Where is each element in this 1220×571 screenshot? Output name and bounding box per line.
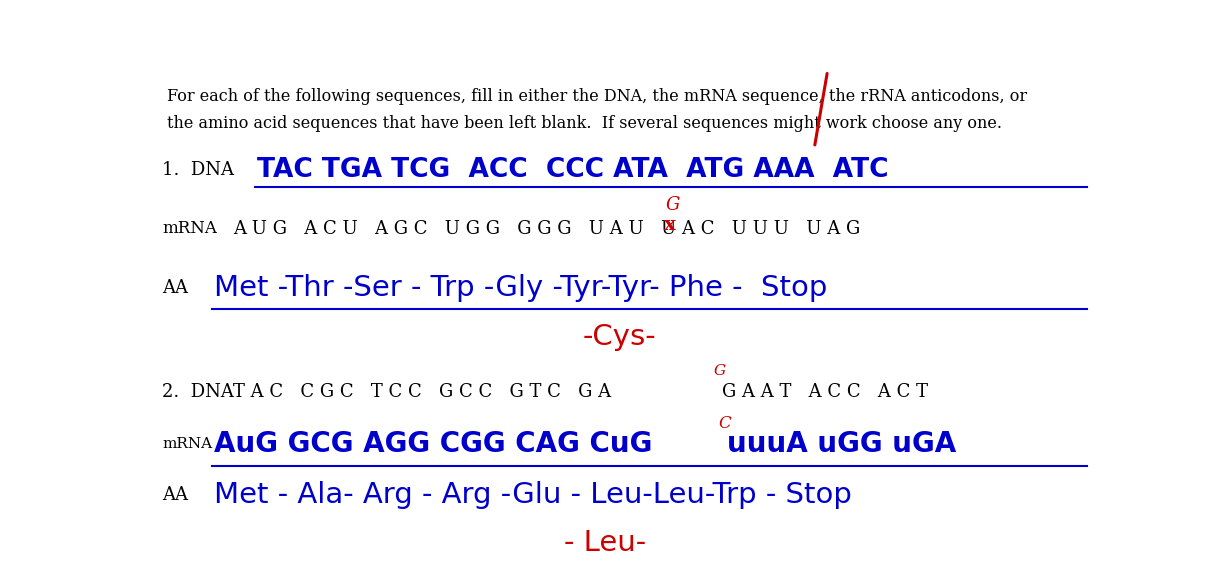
Text: mRNA: mRNA bbox=[162, 437, 212, 452]
Text: 2.  DNA: 2. DNA bbox=[162, 383, 234, 401]
Text: G: G bbox=[714, 364, 726, 377]
Text: G A A T   A C C   A C T: G A A T A C C A C T bbox=[722, 383, 927, 401]
Text: Met - Ala- Arg - Arg -Glu - Leu-Leu-Trp - Stop: Met - Ala- Arg - Arg -Glu - Leu-Leu-Trp … bbox=[214, 481, 852, 509]
Text: 1.  DNA: 1. DNA bbox=[162, 160, 234, 179]
Text: AA: AA bbox=[162, 279, 188, 297]
Text: A U G   A C U   A G C   U G G   G G G   U A U   U A C   U U U   U A G: A U G A C U A G C U G G G G G U A U U A … bbox=[233, 220, 860, 238]
Text: For each of the following sequences, fill in either the DNA, the mRNA sequence, : For each of the following sequences, fil… bbox=[167, 89, 1027, 105]
Text: - Leu-: - Leu- bbox=[564, 529, 645, 557]
Text: AuG GCG AGG CGG CAG CuG: AuG GCG AGG CGG CAG CuG bbox=[214, 431, 653, 459]
Text: AA: AA bbox=[162, 486, 188, 504]
Text: G: G bbox=[666, 196, 681, 214]
Text: TAC TGA TCG  ACC  CCC ATA  ATG AAA  ATC: TAC TGA TCG ACC CCC ATA ATG AAA ATC bbox=[256, 156, 888, 183]
Text: x: x bbox=[664, 216, 676, 234]
Text: -Cys-: -Cys- bbox=[583, 323, 656, 351]
Text: C: C bbox=[717, 415, 731, 432]
Text: uuuA uGG uGA: uuuA uGG uGA bbox=[727, 431, 956, 459]
Text: Met -Thr -Ser - Trp -Gly -Tyr-Tyr- Phe -  Stop: Met -Thr -Ser - Trp -Gly -Tyr-Tyr- Phe -… bbox=[214, 274, 827, 303]
Text: the amino acid sequences that have been left blank.  If several sequences might : the amino acid sequences that have been … bbox=[167, 115, 1002, 132]
Text: mRNA: mRNA bbox=[162, 220, 217, 238]
Text: T A C   C G C   T C C   G C C   G T C   G A: T A C C G C T C C G C C G T C G A bbox=[233, 383, 611, 401]
